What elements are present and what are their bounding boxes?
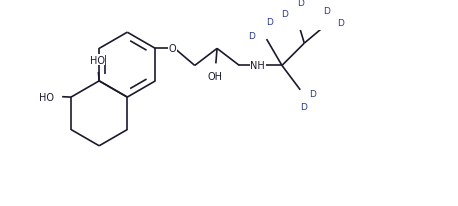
- Text: D: D: [300, 102, 307, 111]
- Text: OH: OH: [207, 71, 223, 81]
- Text: D: D: [267, 18, 273, 27]
- Text: D: D: [337, 19, 344, 28]
- Text: D: D: [309, 89, 316, 98]
- Text: D: D: [297, 0, 304, 8]
- Text: HO: HO: [39, 92, 54, 102]
- Text: D: D: [248, 31, 255, 40]
- Text: HO: HO: [90, 55, 104, 65]
- Text: D: D: [323, 7, 330, 16]
- Text: O: O: [169, 44, 176, 54]
- Text: D: D: [281, 10, 288, 19]
- Text: NH: NH: [250, 61, 265, 71]
